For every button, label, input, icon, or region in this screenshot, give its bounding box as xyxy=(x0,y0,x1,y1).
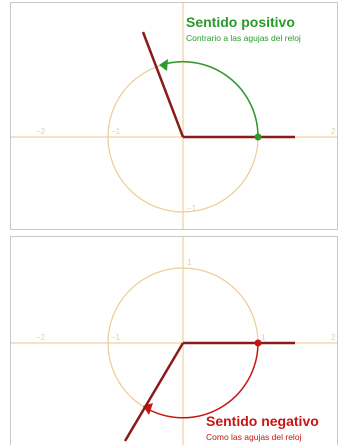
negative-rotation-diagram: −2 −1 1 2 1 xyxy=(11,237,337,445)
tick-x-neg1: −1 xyxy=(111,127,121,136)
start-point xyxy=(254,133,262,141)
terminal-ray xyxy=(141,31,185,138)
tick-x-pos1: 1 xyxy=(261,333,266,342)
positive-arrowhead xyxy=(159,59,168,71)
positive-subtitle: Contrario a las agujas del reloj xyxy=(186,33,301,43)
negative-title: Sentido negativo xyxy=(206,413,319,429)
tick-x-neg2: −2 xyxy=(36,333,46,342)
positive-rotation-arc xyxy=(160,60,259,138)
negative-rotation-panel: −2 −1 1 2 1 Sentido negativo Como las ag… xyxy=(10,236,338,445)
positive-rotation-panel: −2 −1 2 −1 Sentido positivo Contrario a … xyxy=(10,2,338,230)
tick-y-neg1: −1 xyxy=(187,204,197,213)
tick-x-pos2: 2 xyxy=(331,127,336,136)
tick-x-pos2: 2 xyxy=(331,333,336,342)
terminal-ray xyxy=(123,342,185,442)
positive-title: Sentido positivo xyxy=(186,14,295,30)
negative-subtitle: Como las agujas del reloj xyxy=(206,432,302,442)
tick-x-neg1: −1 xyxy=(111,333,121,342)
negative-rotation-arc xyxy=(145,342,259,419)
positive-rotation-diagram: −2 −1 2 −1 xyxy=(11,3,337,229)
tick-x-neg2: −2 xyxy=(36,127,46,136)
start-point xyxy=(254,339,262,347)
tick-y-pos1: 1 xyxy=(187,258,192,267)
